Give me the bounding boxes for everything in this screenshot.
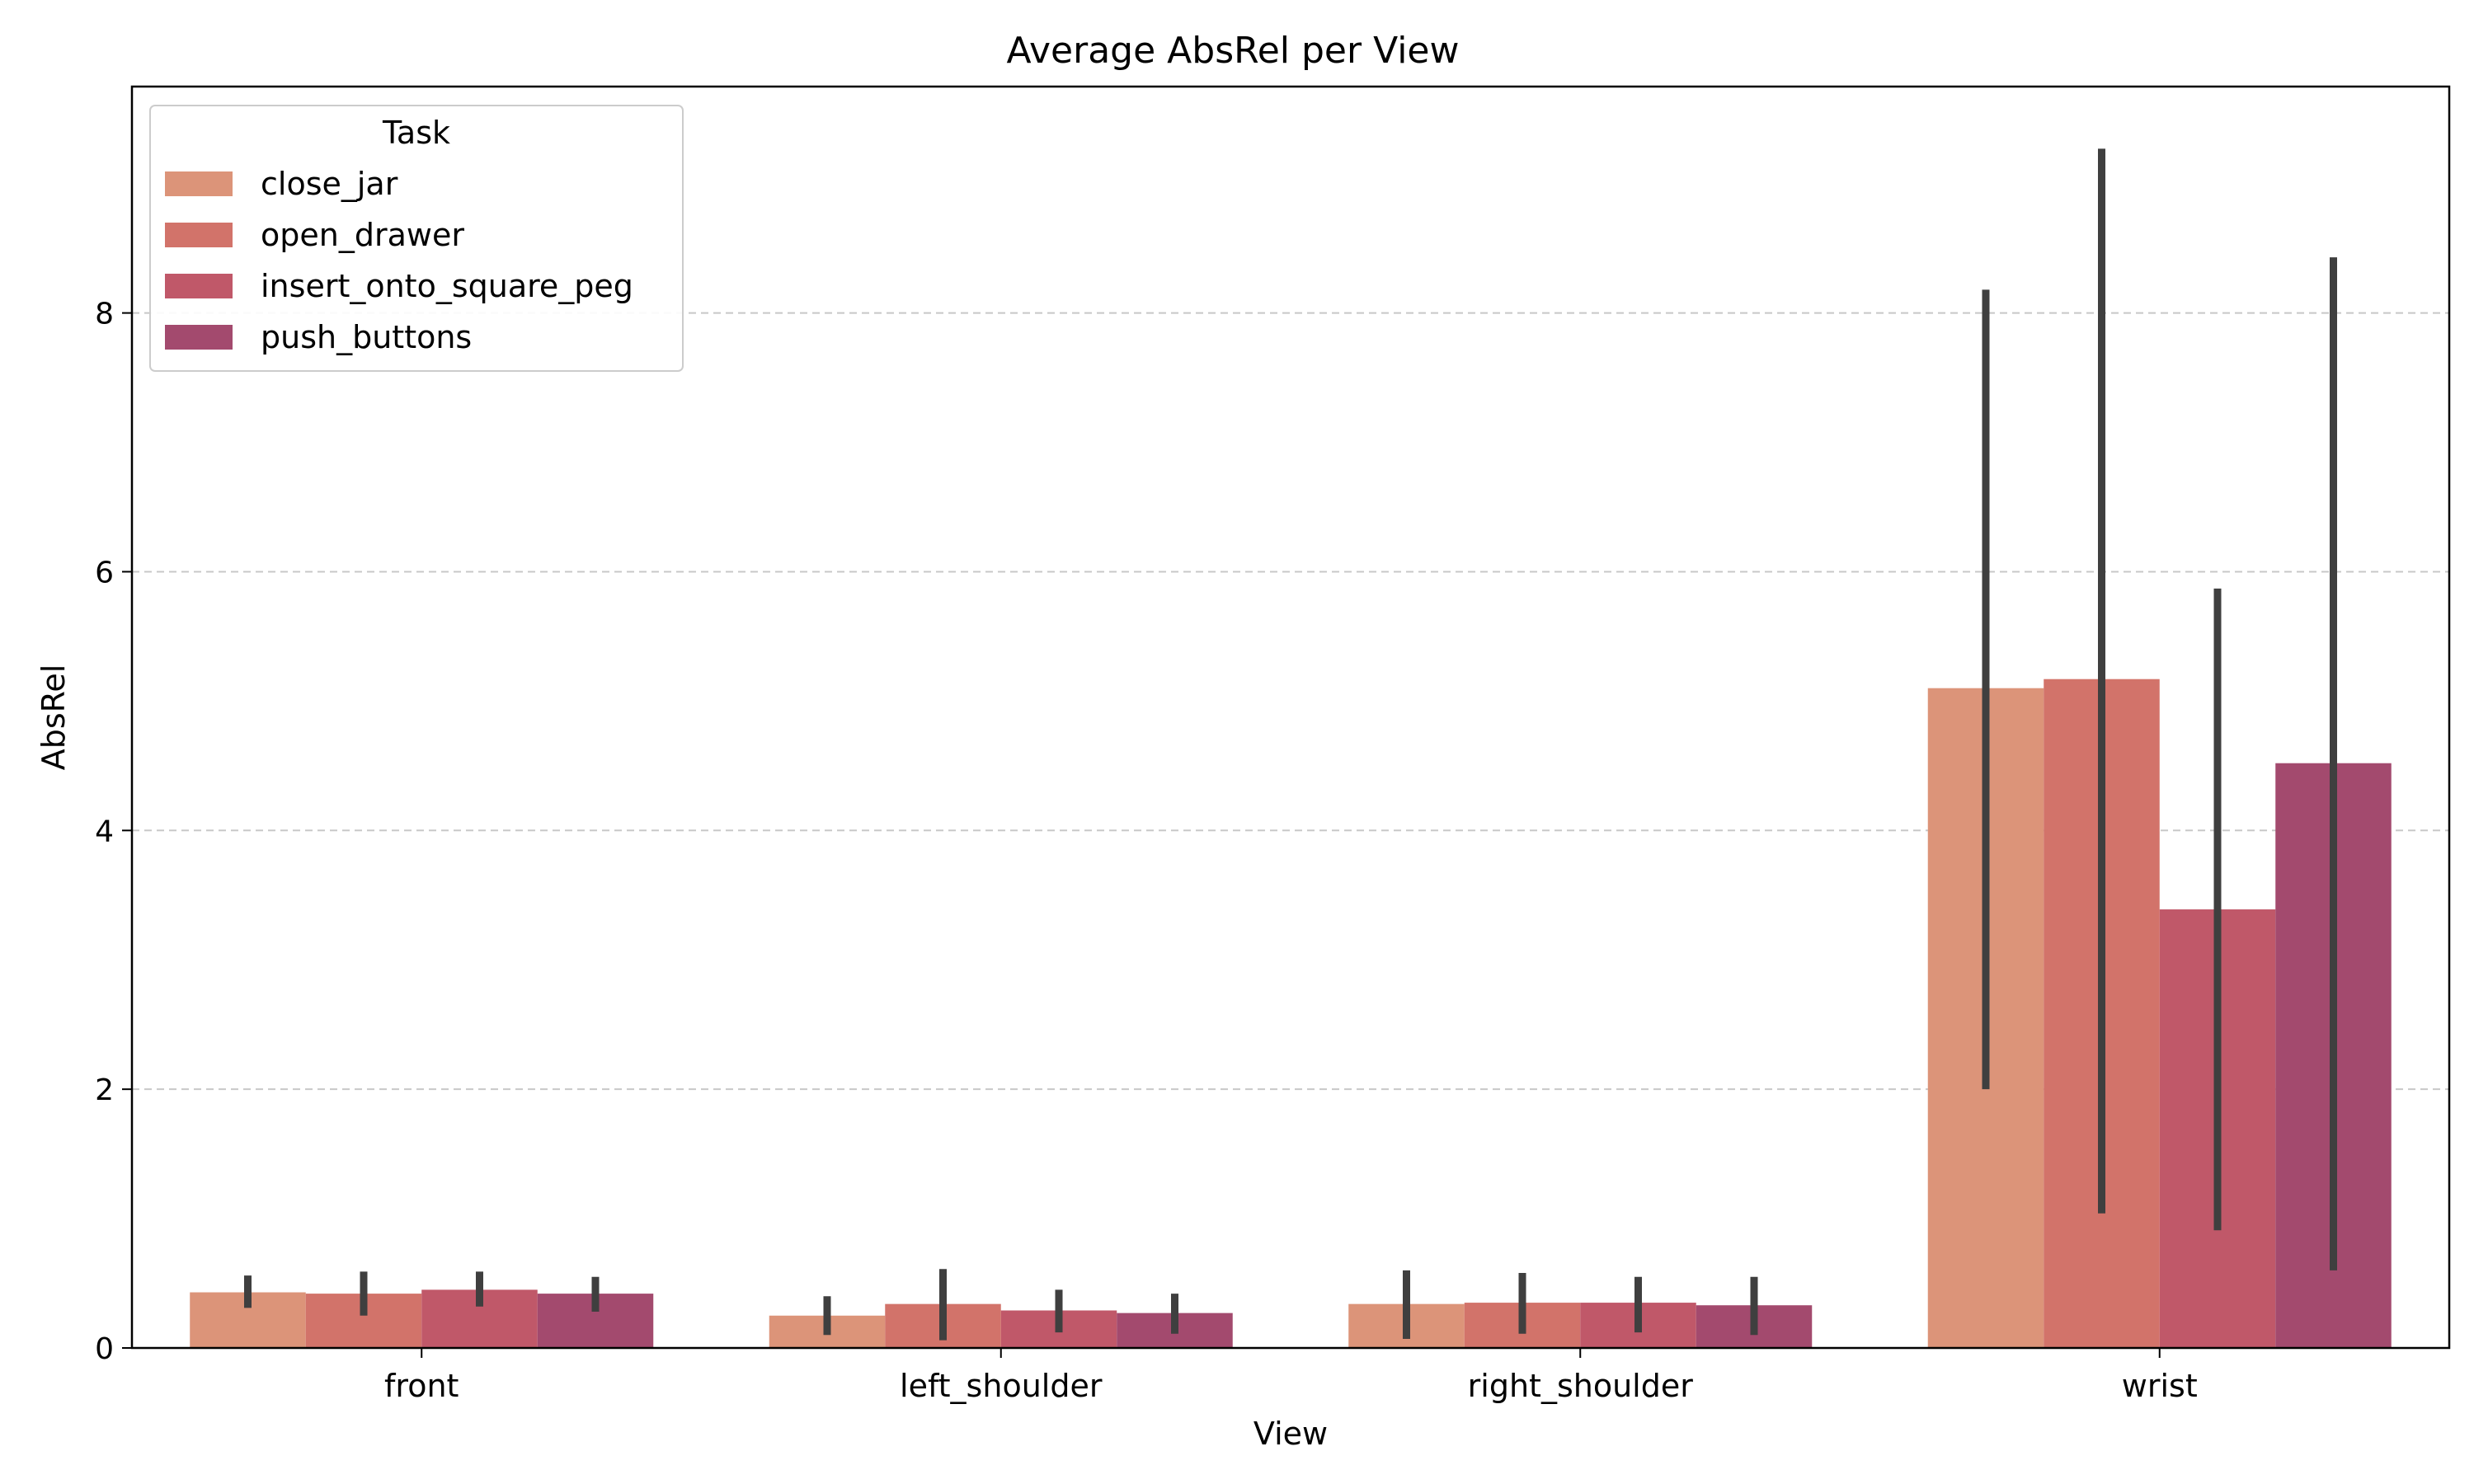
legend-label: open_drawer [261, 217, 464, 253]
legend-swatch [165, 325, 233, 350]
legend-box [149, 105, 684, 372]
error-bars [244, 148, 2337, 1341]
y-tick-label: 4 [95, 815, 114, 848]
plot-frame [130, 85, 2451, 1350]
chart-title: Average AbsRel per View [1007, 30, 1460, 72]
legend-swatch [165, 171, 233, 196]
legend-swatch [165, 223, 233, 247]
y-axis-label: AbsRel [35, 665, 72, 771]
legend-swatch [165, 274, 233, 298]
legend-items: close_jar open_drawer insert_onto_square_p… [165, 166, 633, 355]
y-tick-label: 2 [95, 1073, 114, 1107]
x-tick-label: right_shoulder [1468, 1368, 1694, 1404]
y-tick-label: 0 [95, 1332, 114, 1366]
legend-label: insert_onto_square_peg [261, 268, 633, 304]
x-tick-label: front [384, 1368, 459, 1404]
x-tick-label: left_shoulder [900, 1368, 1103, 1404]
x-tick-label: wrist [2122, 1368, 2198, 1404]
legend: Task close_jar open_drawer insert_onto_squ… [149, 105, 684, 372]
y-tick-label: 6 [95, 556, 114, 589]
legend-label: close_jar [261, 166, 398, 202]
y-tick-label: 8 [95, 298, 114, 331]
x-axis-ticks: front left_shoulder right_shoulder wrist [384, 1348, 2198, 1404]
legend-title: Task [382, 115, 450, 151]
legend-label: push_buttons [261, 319, 472, 355]
x-axis-label: View [1253, 1416, 1328, 1452]
y-axis-ticks: 0 2 4 6 8 [95, 298, 132, 1366]
